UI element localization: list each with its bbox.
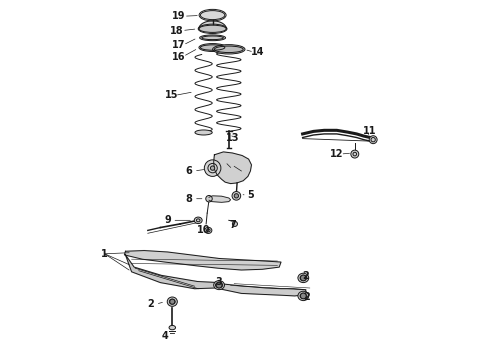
Ellipse shape xyxy=(200,10,225,19)
Text: 12: 12 xyxy=(330,149,343,159)
Text: 15: 15 xyxy=(165,90,178,100)
Text: 1: 1 xyxy=(100,249,107,259)
Circle shape xyxy=(369,136,377,144)
Circle shape xyxy=(210,166,215,170)
Ellipse shape xyxy=(199,35,225,41)
Text: 7: 7 xyxy=(229,220,236,230)
Polygon shape xyxy=(199,21,226,29)
Circle shape xyxy=(206,195,212,202)
Circle shape xyxy=(216,282,222,288)
Polygon shape xyxy=(214,152,251,184)
Text: 6: 6 xyxy=(186,166,193,176)
Ellipse shape xyxy=(300,293,307,299)
Ellipse shape xyxy=(169,325,175,330)
Text: 16: 16 xyxy=(172,51,185,62)
Ellipse shape xyxy=(195,130,212,135)
Polygon shape xyxy=(219,284,307,296)
Ellipse shape xyxy=(213,45,245,54)
Ellipse shape xyxy=(298,273,309,283)
Polygon shape xyxy=(209,196,231,202)
Text: 2: 2 xyxy=(302,271,309,282)
Text: 3: 3 xyxy=(216,276,222,287)
Text: 4: 4 xyxy=(162,330,169,341)
Text: 2: 2 xyxy=(303,292,310,302)
Ellipse shape xyxy=(199,44,226,51)
Text: 18: 18 xyxy=(170,26,183,36)
Ellipse shape xyxy=(216,282,222,288)
Circle shape xyxy=(300,275,306,281)
Text: 14: 14 xyxy=(251,47,264,57)
Text: 17: 17 xyxy=(172,40,185,50)
Text: 10: 10 xyxy=(197,225,210,235)
Circle shape xyxy=(204,160,221,176)
Text: 2: 2 xyxy=(147,299,154,309)
Ellipse shape xyxy=(214,281,224,289)
Circle shape xyxy=(351,150,359,158)
Text: 19: 19 xyxy=(172,11,185,21)
Text: 9: 9 xyxy=(164,215,171,225)
Text: 5: 5 xyxy=(247,190,254,200)
Ellipse shape xyxy=(170,299,175,304)
Ellipse shape xyxy=(167,297,177,306)
Text: 11: 11 xyxy=(363,126,376,136)
Circle shape xyxy=(234,194,239,198)
Ellipse shape xyxy=(298,291,309,301)
Circle shape xyxy=(300,293,306,299)
Circle shape xyxy=(232,221,238,226)
Ellipse shape xyxy=(205,228,212,234)
Ellipse shape xyxy=(194,217,202,224)
Ellipse shape xyxy=(300,275,307,281)
Ellipse shape xyxy=(199,25,226,32)
Text: 8: 8 xyxy=(186,194,193,204)
Circle shape xyxy=(170,299,175,304)
Polygon shape xyxy=(124,251,281,270)
Polygon shape xyxy=(125,255,219,289)
Text: 13: 13 xyxy=(226,132,239,143)
Circle shape xyxy=(232,192,241,200)
